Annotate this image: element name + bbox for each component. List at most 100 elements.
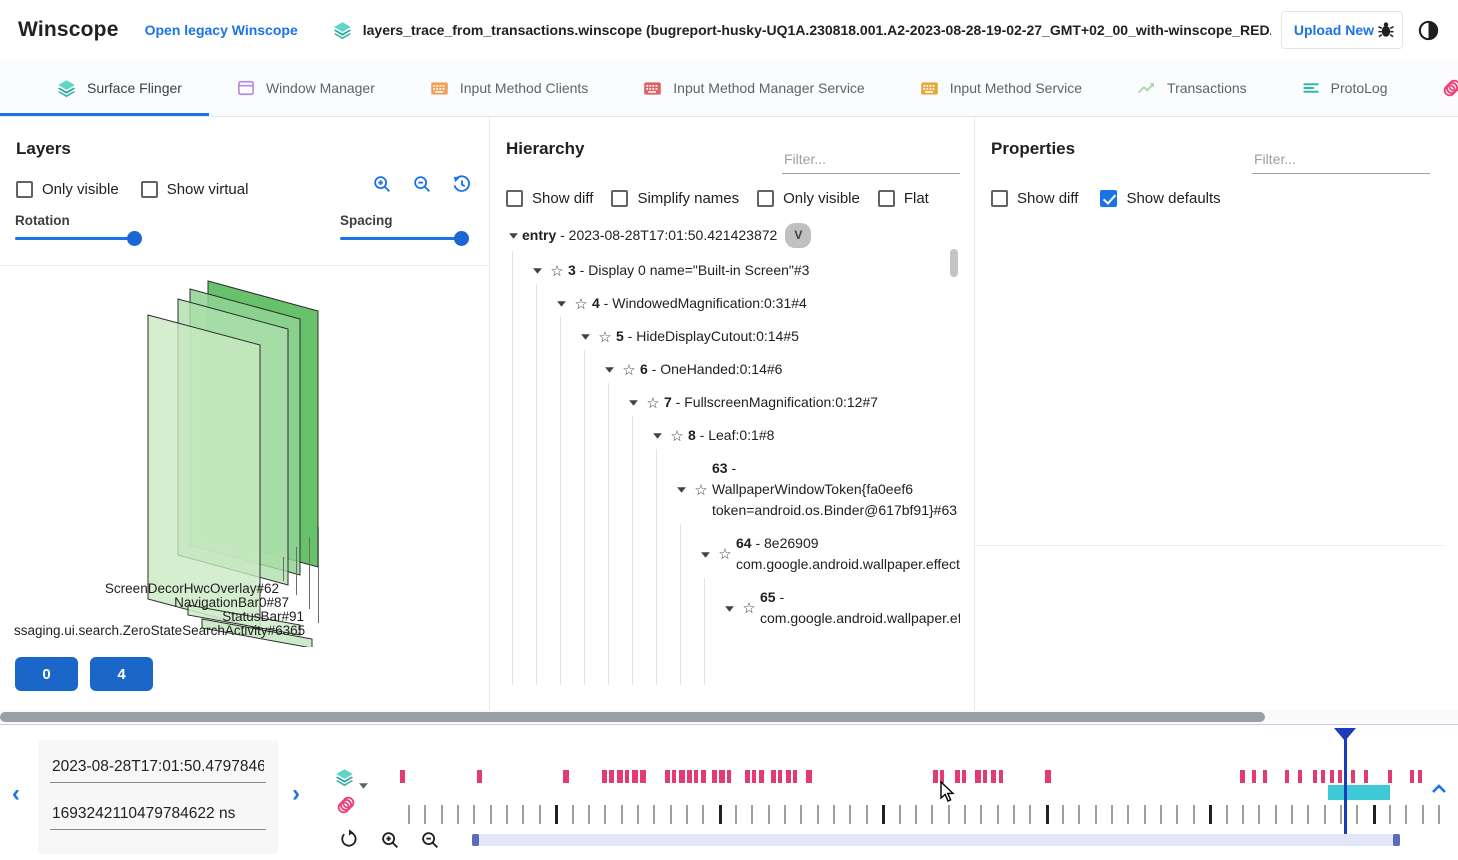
checkbox-box[interactable] [611, 190, 629, 207]
trace-event-mark[interactable] [665, 770, 670, 783]
tree-node-8[interactable]: ☆ 8 - Leaf:0:1#8 [648, 419, 960, 452]
trace-event-mark[interactable] [687, 770, 692, 783]
trace-event-mark[interactable] [759, 770, 764, 783]
checkbox-box[interactable] [1100, 190, 1118, 207]
expand-arrow-icon[interactable] [648, 430, 666, 441]
trace-event-mark[interactable] [632, 770, 638, 783]
transition-trace-icon[interactable] [335, 794, 357, 816]
tab-surface-flinger[interactable]: Surface Flinger [0, 60, 209, 116]
trace-event-mark[interactable] [701, 770, 706, 783]
pin-star-icon[interactable]: ☆ [598, 328, 612, 346]
checkbox-show-diff[interactable]: Show diff [506, 190, 593, 207]
tree-node-7[interactable]: ☆ 7 - FullscreenMagnification:0:12#7 [624, 386, 960, 419]
history-icon[interactable] [451, 173, 473, 195]
timeline-zoom-out-icon[interactable] [419, 829, 441, 851]
tree-node-63[interactable]: ☆ 63 - WallpaperWindowToken{fa0eef6 token… [672, 452, 960, 527]
trace-event-mark[interactable] [727, 770, 731, 783]
range-handle-left[interactable] [472, 834, 479, 846]
checkbox-box[interactable] [140, 181, 158, 198]
tab-tr[interactable]: Tr [1414, 60, 1458, 116]
trace-event-mark[interactable] [1285, 770, 1289, 783]
tree-node-6[interactable]: ☆ 6 - OneHanded:0:14#6 [600, 353, 960, 386]
hierarchy-filter-input[interactable] [782, 145, 960, 174]
tab-input-method-service[interactable]: Input Method Service [892, 60, 1109, 116]
trace-event-mark[interactable] [712, 770, 717, 783]
horizontal-scrollbar-thumb[interactable] [0, 712, 1265, 722]
expand-arrow-icon[interactable] [600, 364, 618, 375]
zoom-out-icon[interactable] [411, 173, 433, 195]
timeline-cursor[interactable] [1344, 729, 1347, 839]
trace-event-mark[interactable] [983, 770, 987, 783]
trace-event-mark[interactable] [999, 770, 1003, 783]
trace-event-mark[interactable] [786, 770, 791, 783]
trace-event-mark[interactable] [1240, 770, 1245, 783]
tree-node-entry[interactable]: entry - 2023-08-28T17:01:50.421423872 V [504, 217, 960, 254]
trace-event-mark[interactable] [640, 770, 646, 783]
tree-node-64[interactable]: ☆ 64 - 8e26909 com.google.android.wallpap… [696, 527, 960, 581]
spacing-slider[interactable]: Spacing [340, 213, 469, 246]
expand-arrow-icon[interactable] [624, 397, 642, 408]
checkbox-only-visible[interactable]: Only visible [757, 190, 860, 207]
trace-event-mark[interactable] [771, 770, 776, 783]
pin-star-icon[interactable]: ☆ [550, 262, 564, 280]
trace-event-mark[interactable] [1045, 770, 1051, 783]
spacing-thumb[interactable] [454, 231, 469, 246]
checkbox-show-virtual[interactable]: Show virtual [140, 181, 248, 198]
tab-window-manager[interactable]: Window Manager [209, 60, 402, 116]
expand-arrow-icon[interactable] [552, 298, 570, 309]
trace-event-mark[interactable] [975, 770, 981, 783]
trace-event-mark[interactable] [719, 770, 725, 783]
tree-node-65[interactable]: ☆65 - com.google.android.wallpaper.effec… [720, 581, 960, 635]
trace-event-mark[interactable] [400, 770, 405, 783]
trace-event-mark[interactable] [1338, 770, 1342, 783]
expand-arrow-icon[interactable] [528, 265, 546, 276]
trace-event-mark[interactable] [1252, 770, 1256, 783]
checkbox-box[interactable] [991, 190, 1008, 207]
trace-event-mark[interactable] [940, 770, 944, 783]
pin-star-icon[interactable]: ☆ [718, 546, 732, 563]
expand-arrow-icon[interactable] [672, 484, 690, 495]
theme-toggle-icon[interactable] [1417, 19, 1440, 42]
expand-arrow-icon[interactable] [696, 549, 714, 560]
checkbox-show-defaults[interactable]: Show defaults [1100, 190, 1221, 207]
trace-event-mark[interactable] [563, 770, 569, 783]
trace-event-mark[interactable] [933, 770, 938, 783]
pin-star-icon[interactable]: ☆ [670, 427, 684, 445]
trace-event-mark[interactable] [679, 770, 685, 783]
nanosecond-time-input[interactable] [50, 797, 266, 830]
reset-zoom-icon[interactable] [339, 829, 359, 849]
trace-event-mark[interactable] [1298, 770, 1302, 783]
trace-event-mark[interactable] [745, 770, 750, 783]
tab-input-method-clients[interactable]: Input Method Clients [402, 60, 615, 116]
trace-event-mark[interactable] [991, 770, 996, 783]
checkbox-simplify-names[interactable]: Simplify names [611, 190, 739, 207]
trace-event-mark[interactable] [617, 770, 623, 783]
checkbox-flat[interactable]: Flat [877, 190, 929, 207]
checkbox-show-diff[interactable]: Show diff [991, 190, 1078, 207]
previous-entry-button[interactable]: ‹ [12, 780, 20, 807]
tree-node-5[interactable]: ☆ 5 - HideDisplayCutout:0:14#5 [576, 320, 960, 353]
upload-new-button[interactable]: Upload New [1280, 11, 1403, 49]
hierarchy-scrollbar[interactable] [950, 249, 958, 277]
tab-transactions[interactable]: Transactions [1109, 60, 1274, 116]
trace-event-mark[interactable] [955, 770, 960, 783]
pin-star-icon[interactable]: ☆ [622, 361, 636, 379]
layers-trace-icon[interactable] [334, 767, 355, 788]
spacing-track[interactable] [340, 231, 469, 246]
pin-star-icon[interactable]: ☆ [694, 481, 708, 499]
zoom-in-icon[interactable] [371, 173, 393, 195]
rotation-slider[interactable]: Rotation [15, 213, 142, 246]
collapse-timeline-icon[interactable] [1430, 782, 1448, 796]
tab-input-method-manager-service[interactable]: Input Method Manager Service [615, 60, 891, 116]
trace-event-mark[interactable] [1313, 770, 1317, 783]
human-time-input[interactable] [50, 750, 266, 783]
pin-star-icon[interactable]: ☆ [742, 600, 756, 617]
checkbox-box[interactable] [877, 190, 895, 207]
trace-event-mark[interactable] [602, 770, 607, 783]
rotation-thumb[interactable] [127, 231, 142, 246]
checkbox-box[interactable] [16, 181, 33, 198]
open-legacy-link[interactable]: Open legacy Winscope [144, 22, 298, 38]
expand-arrow-icon[interactable] [576, 331, 594, 342]
pin-star-icon[interactable]: ☆ [646, 394, 660, 412]
trace-event-mark[interactable] [694, 770, 698, 783]
